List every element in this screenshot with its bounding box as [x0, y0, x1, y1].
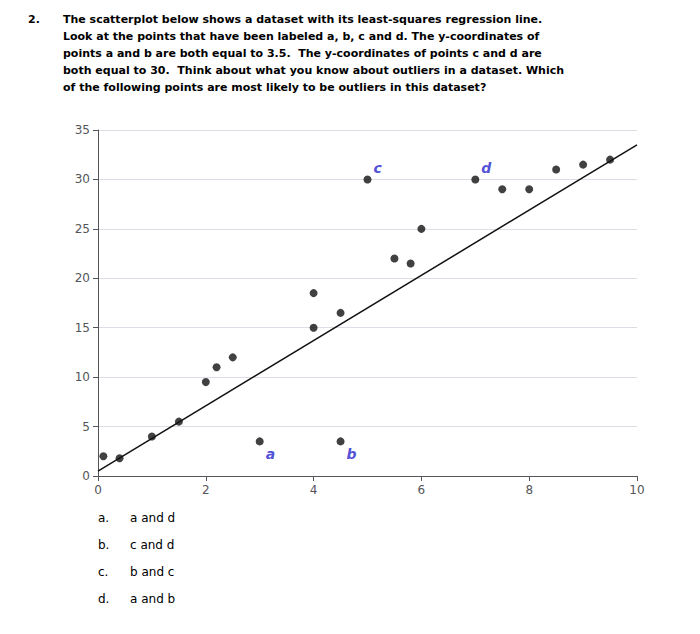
svg-text:of the following points are mo: of the following points are most likely …: [63, 81, 486, 94]
svg-text:a and d: a and d: [130, 511, 175, 525]
svg-text:b.: b.: [98, 538, 109, 552]
svg-text:6: 6: [418, 483, 426, 497]
svg-text:The scatterplot below shows a: The scatterplot below shows a dataset wi…: [63, 13, 542, 26]
svg-text:10: 10: [629, 483, 644, 497]
svg-text:c and d: c and d: [130, 538, 174, 552]
svg-text:b and c: b and c: [130, 565, 174, 579]
svg-text:0: 0: [94, 483, 102, 497]
svg-text:8: 8: [525, 483, 533, 497]
svg-text:d.: d.: [98, 592, 109, 606]
svg-text:2: 2: [202, 483, 210, 497]
svg-text:a.: a.: [98, 511, 109, 525]
svg-text:Look at the points that have b: Look at the points that have been labele…: [63, 30, 540, 43]
svg-text:35: 35: [75, 123, 90, 137]
svg-text:2.: 2.: [28, 13, 40, 26]
svg-text:b: b: [347, 446, 357, 462]
svg-text:30: 30: [75, 172, 90, 186]
svg-text:c: c: [374, 160, 383, 176]
svg-text:0: 0: [82, 469, 90, 483]
svg-text:a: a: [266, 446, 275, 462]
svg-text:c.: c.: [98, 565, 108, 579]
svg-text:4: 4: [310, 483, 318, 497]
svg-text:a and b: a and b: [130, 592, 175, 606]
svg-text:20: 20: [75, 271, 90, 285]
svg-text:d: d: [481, 160, 492, 176]
svg-text:points a and b are both equal: points a and b are both equal to 3.5. Th…: [63, 47, 542, 60]
svg-text:10: 10: [75, 370, 90, 384]
svg-text:15: 15: [75, 321, 90, 335]
svg-text:5: 5: [82, 420, 90, 434]
svg-text:both equal to 30. Think about: both equal to 30. Think about what you k…: [63, 64, 564, 77]
svg-text:25: 25: [75, 222, 90, 236]
